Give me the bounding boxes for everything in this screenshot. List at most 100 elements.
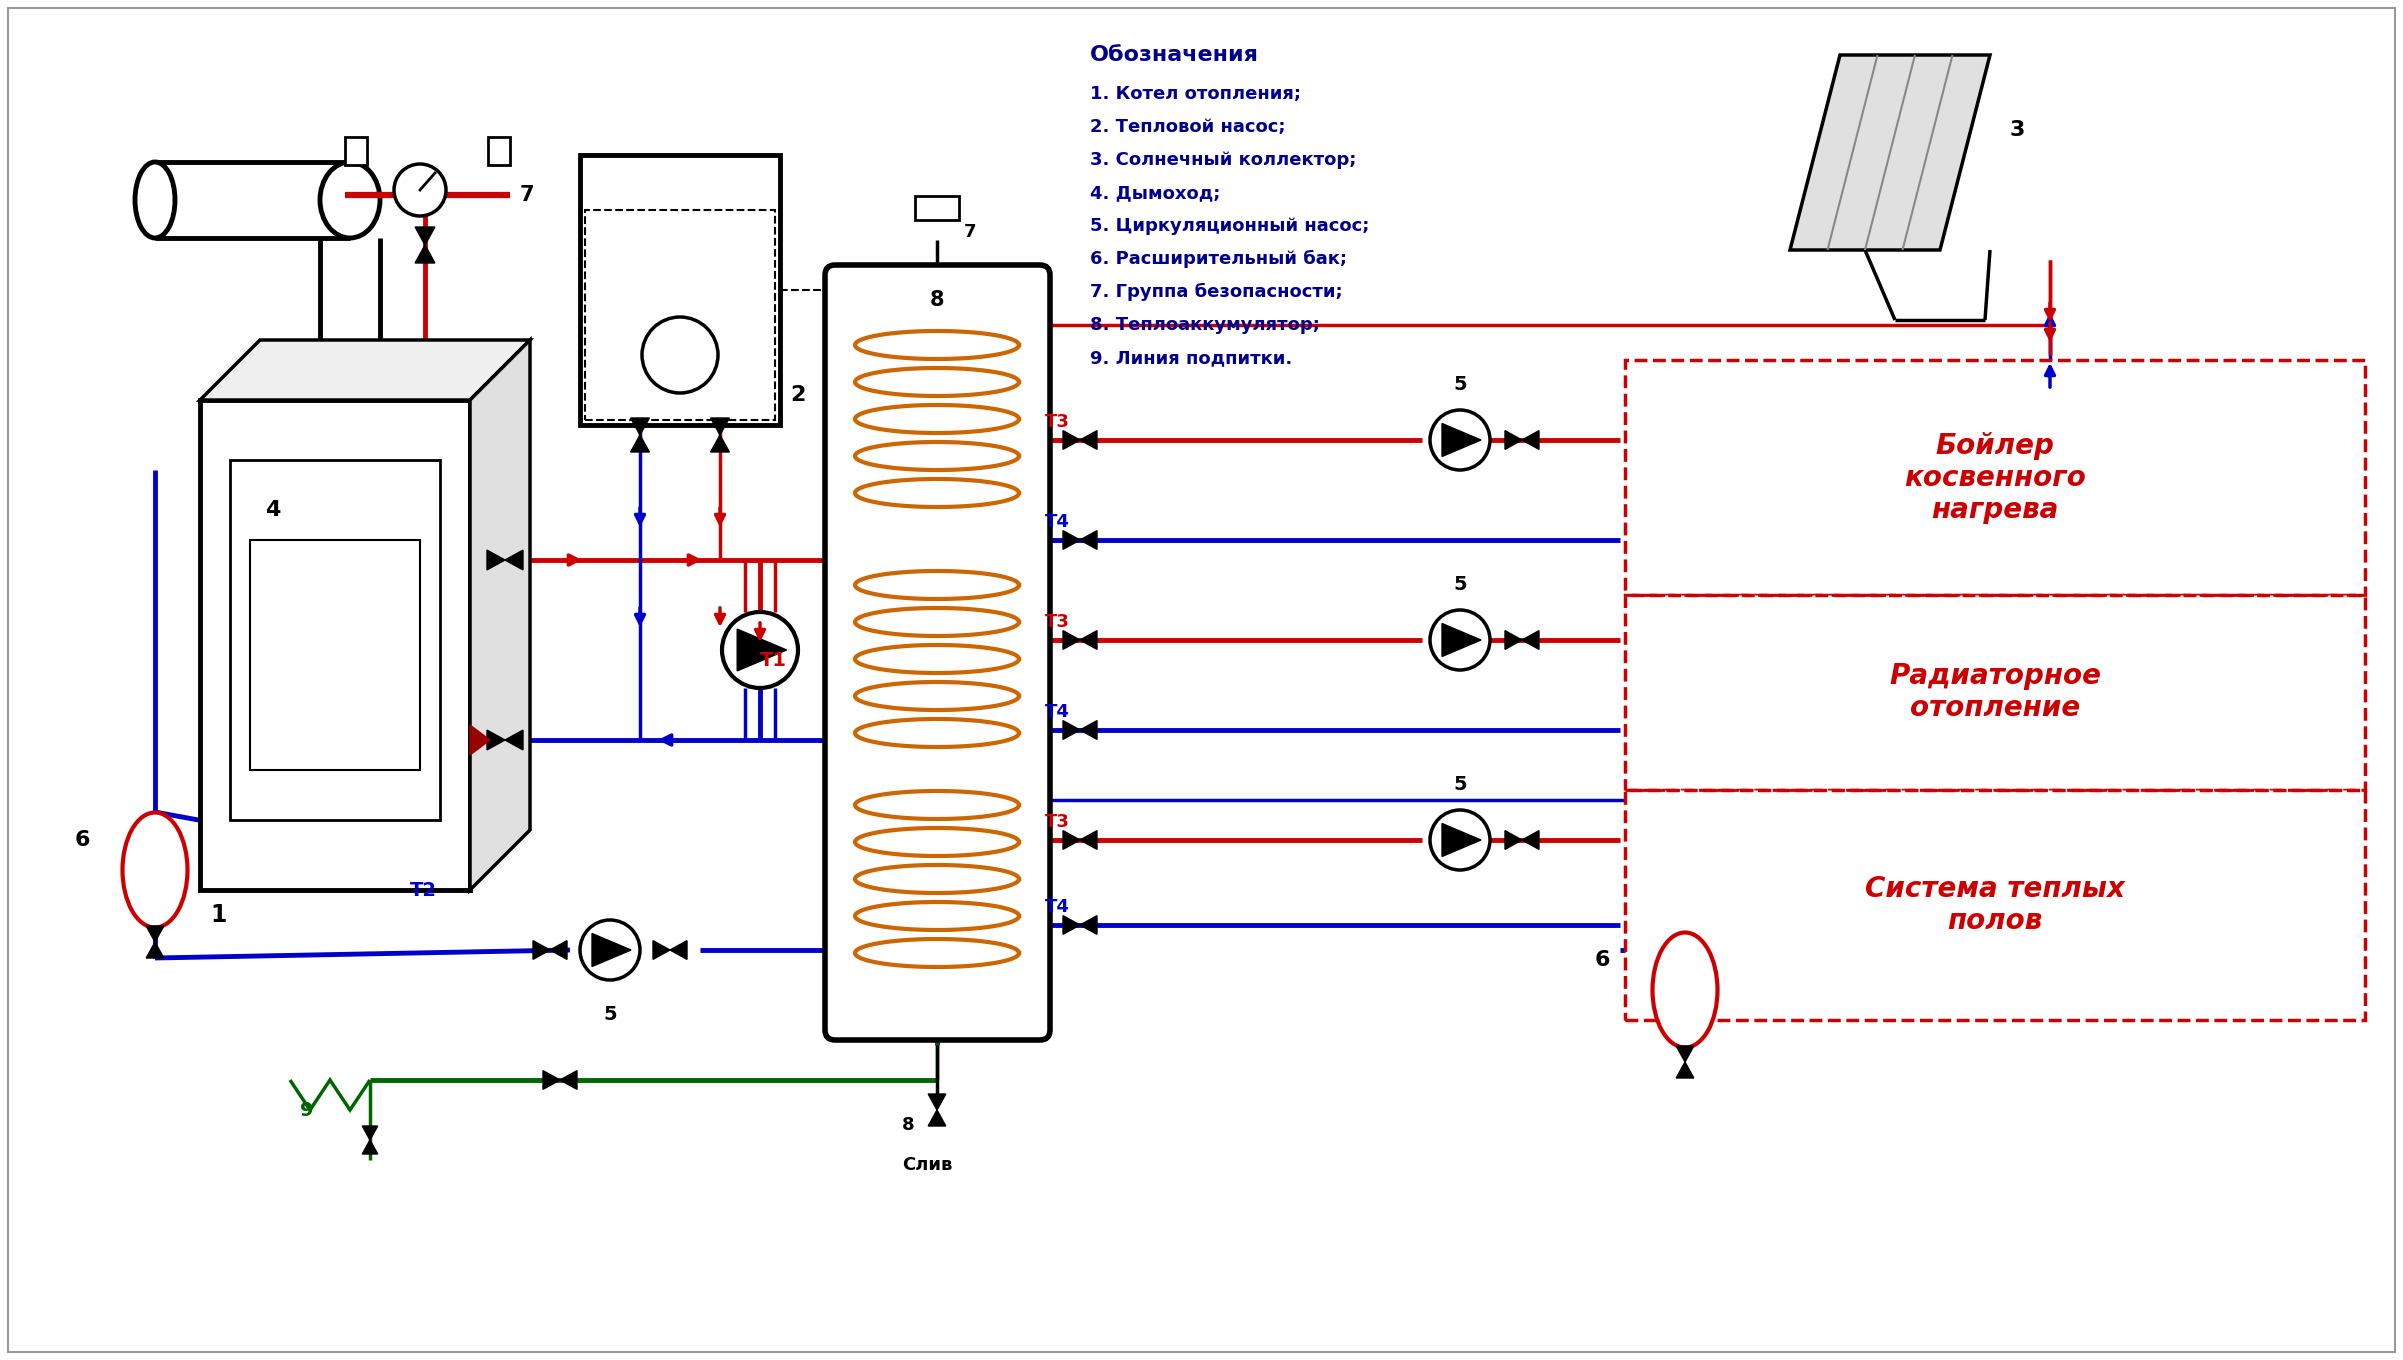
FancyBboxPatch shape bbox=[916, 196, 959, 220]
Text: Слив: Слив bbox=[901, 1156, 952, 1174]
Circle shape bbox=[1430, 611, 1490, 670]
Text: 9. Линия подпитки.: 9. Линия подпитки. bbox=[1091, 350, 1293, 367]
FancyBboxPatch shape bbox=[824, 265, 1050, 1040]
Polygon shape bbox=[505, 549, 524, 570]
FancyBboxPatch shape bbox=[250, 540, 421, 770]
Polygon shape bbox=[543, 1070, 560, 1089]
Polygon shape bbox=[591, 933, 632, 967]
Polygon shape bbox=[1677, 1062, 1694, 1078]
Text: Система теплых
полов: Система теплых полов bbox=[1865, 874, 2124, 936]
Ellipse shape bbox=[135, 162, 175, 238]
FancyBboxPatch shape bbox=[1624, 790, 2365, 1020]
FancyBboxPatch shape bbox=[1624, 360, 2365, 596]
Text: 5. Циркуляционный насос;: 5. Циркуляционный насос; bbox=[1091, 218, 1370, 235]
Polygon shape bbox=[1521, 431, 1538, 449]
FancyBboxPatch shape bbox=[488, 137, 509, 165]
Text: 2: 2 bbox=[791, 385, 805, 405]
Polygon shape bbox=[1062, 831, 1079, 850]
Text: 8: 8 bbox=[901, 1117, 916, 1134]
Circle shape bbox=[1430, 409, 1490, 471]
Polygon shape bbox=[928, 1110, 947, 1126]
Polygon shape bbox=[363, 1126, 377, 1140]
Text: 5: 5 bbox=[1454, 575, 1466, 594]
Text: 8: 8 bbox=[930, 290, 944, 310]
Polygon shape bbox=[533, 941, 550, 959]
Polygon shape bbox=[505, 730, 524, 749]
Text: 6: 6 bbox=[74, 830, 91, 850]
Text: 5: 5 bbox=[1454, 375, 1466, 394]
Text: 1. Котел отопления;: 1. Котел отопления; bbox=[1091, 84, 1300, 103]
Ellipse shape bbox=[1653, 933, 1718, 1047]
Text: 7: 7 bbox=[519, 185, 533, 205]
Polygon shape bbox=[1442, 423, 1480, 457]
Polygon shape bbox=[630, 435, 649, 452]
Circle shape bbox=[1430, 811, 1490, 870]
Polygon shape bbox=[560, 1070, 577, 1089]
Text: 5: 5 bbox=[1454, 775, 1466, 794]
Polygon shape bbox=[670, 941, 687, 959]
FancyBboxPatch shape bbox=[346, 137, 368, 165]
FancyBboxPatch shape bbox=[231, 460, 440, 820]
Polygon shape bbox=[488, 549, 505, 570]
Polygon shape bbox=[711, 435, 731, 452]
Polygon shape bbox=[488, 730, 505, 749]
Text: 4. Дымоход;: 4. Дымоход; bbox=[1091, 184, 1221, 203]
Polygon shape bbox=[1079, 631, 1098, 649]
Text: 8. Теплоаккумулятор;: 8. Теплоаккумулятор; bbox=[1091, 316, 1319, 335]
Ellipse shape bbox=[123, 812, 187, 928]
Polygon shape bbox=[1079, 915, 1098, 934]
Text: 4: 4 bbox=[264, 500, 281, 520]
Text: 7: 7 bbox=[964, 223, 976, 241]
Text: Бойлер
косвенного
нагрева: Бойлер косвенного нагрева bbox=[1903, 431, 2086, 525]
Text: 6: 6 bbox=[1596, 951, 1610, 970]
FancyBboxPatch shape bbox=[584, 209, 776, 420]
Text: 6. Расширительный бак;: 6. Расширительный бак; bbox=[1091, 250, 1348, 268]
Text: T1: T1 bbox=[759, 650, 788, 669]
Polygon shape bbox=[147, 926, 163, 942]
FancyBboxPatch shape bbox=[199, 400, 471, 889]
Polygon shape bbox=[1442, 623, 1480, 657]
Text: T3: T3 bbox=[1045, 613, 1069, 631]
Text: 5: 5 bbox=[603, 1005, 618, 1024]
Polygon shape bbox=[928, 1093, 947, 1110]
Text: 1: 1 bbox=[209, 903, 226, 928]
Polygon shape bbox=[1504, 631, 1521, 649]
Polygon shape bbox=[1442, 824, 1480, 857]
Polygon shape bbox=[1079, 831, 1098, 850]
Text: 3: 3 bbox=[2009, 120, 2026, 140]
Polygon shape bbox=[1062, 431, 1079, 449]
Text: Радиаторное
отопление: Радиаторное отопление bbox=[1889, 662, 2100, 722]
Text: T4: T4 bbox=[1045, 513, 1069, 530]
Text: 2. Тепловой насос;: 2. Тепловой насос; bbox=[1091, 118, 1286, 136]
Polygon shape bbox=[550, 941, 567, 959]
Polygon shape bbox=[1504, 831, 1521, 850]
Polygon shape bbox=[471, 725, 490, 755]
Text: T3: T3 bbox=[1045, 413, 1069, 431]
Ellipse shape bbox=[320, 162, 380, 238]
Polygon shape bbox=[147, 942, 163, 957]
Polygon shape bbox=[1079, 530, 1098, 549]
Text: T4: T4 bbox=[1045, 898, 1069, 917]
Circle shape bbox=[579, 919, 639, 981]
Polygon shape bbox=[1790, 54, 1990, 250]
Polygon shape bbox=[1521, 631, 1538, 649]
Text: T4: T4 bbox=[1045, 703, 1069, 721]
Polygon shape bbox=[711, 418, 731, 435]
Text: 7. Группа безопасности;: 7. Группа безопасности; bbox=[1091, 283, 1343, 301]
Polygon shape bbox=[199, 340, 531, 400]
Circle shape bbox=[642, 317, 718, 393]
Polygon shape bbox=[1504, 431, 1521, 449]
Polygon shape bbox=[1521, 831, 1538, 850]
Text: T2: T2 bbox=[411, 880, 437, 899]
Text: Обозначения: Обозначения bbox=[1091, 45, 1259, 65]
Text: 3. Солнечный коллектор;: 3. Солнечный коллектор; bbox=[1091, 151, 1355, 169]
Polygon shape bbox=[738, 630, 786, 670]
Polygon shape bbox=[1079, 721, 1098, 740]
Polygon shape bbox=[1062, 915, 1079, 934]
Polygon shape bbox=[363, 1140, 377, 1155]
Polygon shape bbox=[1079, 431, 1098, 449]
Ellipse shape bbox=[320, 345, 380, 385]
Polygon shape bbox=[1062, 530, 1079, 549]
Text: 9: 9 bbox=[300, 1100, 312, 1119]
FancyBboxPatch shape bbox=[579, 155, 781, 424]
